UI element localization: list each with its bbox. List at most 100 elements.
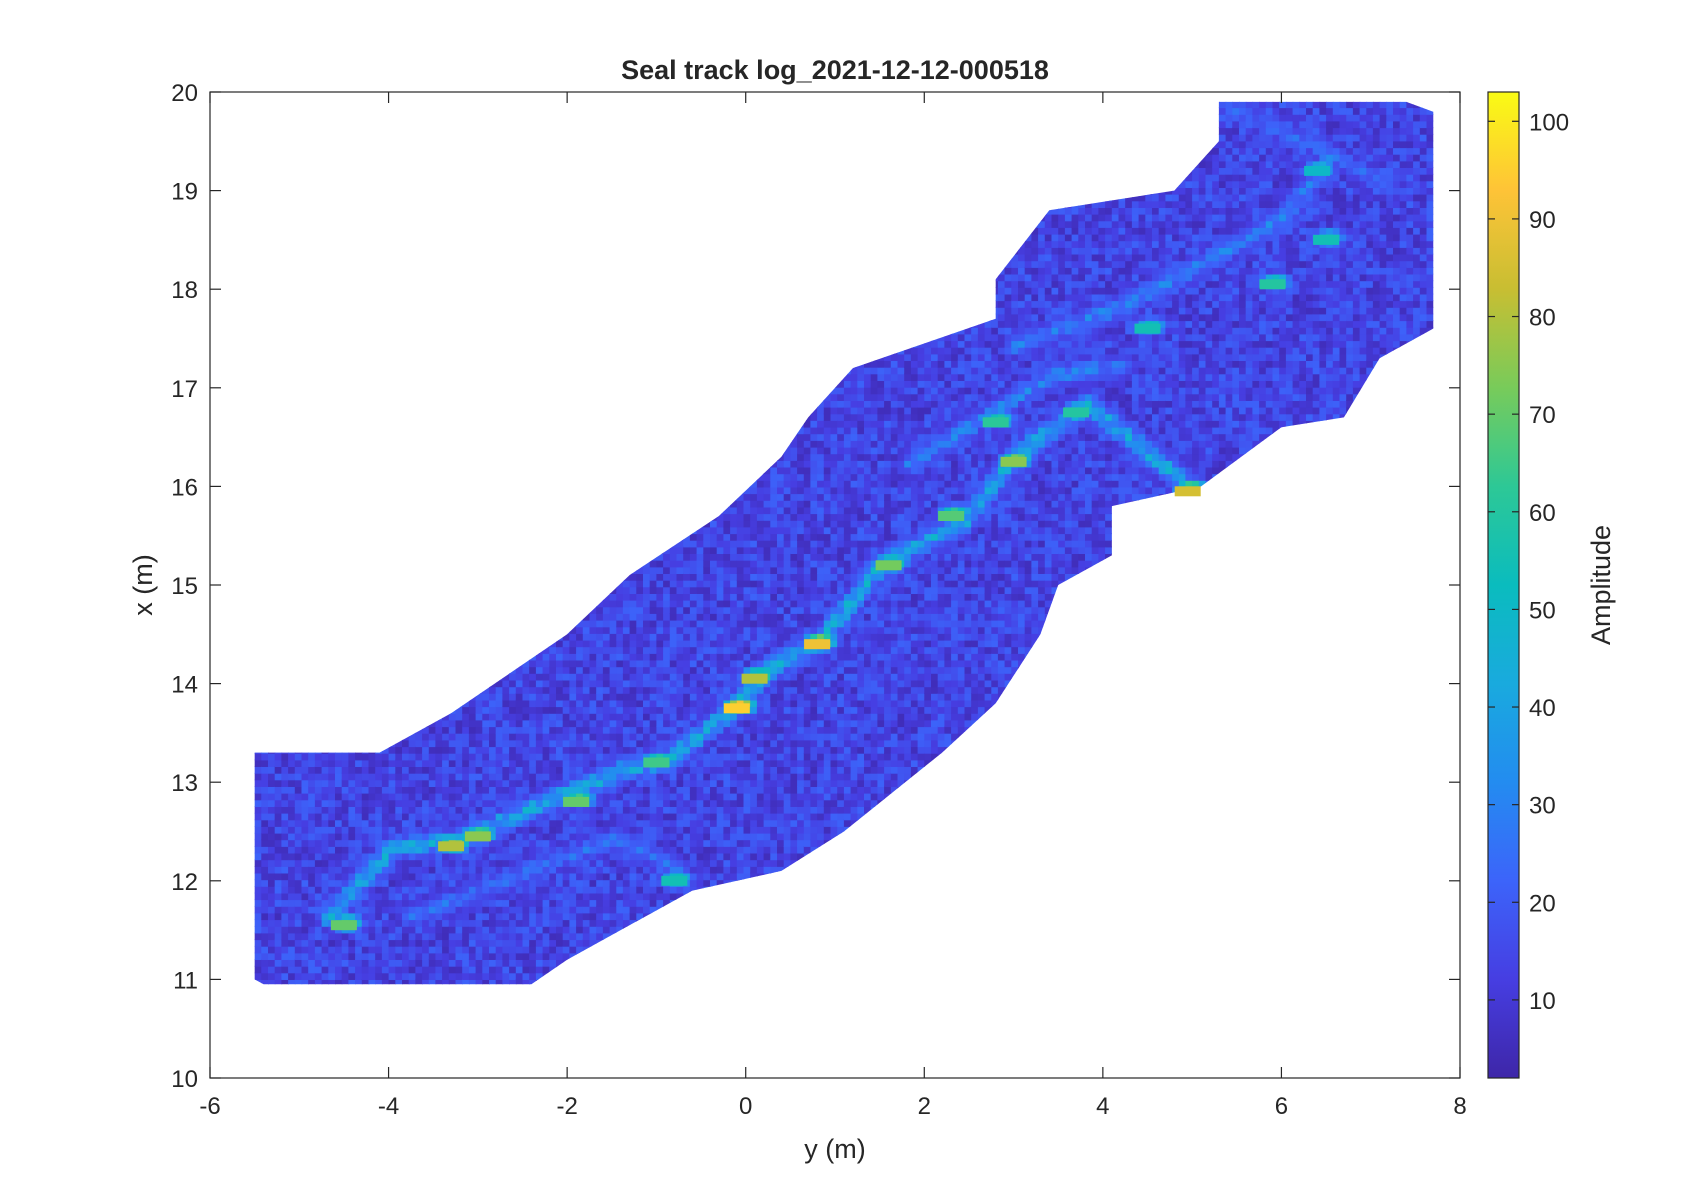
- heatmap-cell: [489, 220, 497, 228]
- heatmap-cell: [402, 566, 410, 574]
- heatmap-cell: [261, 127, 269, 135]
- heatmap-cell: [254, 666, 263, 674]
- heatmap-cell: [281, 832, 289, 841]
- heatmap-cell: [294, 147, 303, 155]
- heatmap-cell: [448, 406, 457, 415]
- heatmap-cell: [448, 260, 457, 268]
- heatmap-cell: [408, 440, 417, 448]
- heatmap-cell: [442, 972, 450, 980]
- heatmap-cell: [381, 706, 390, 714]
- heatmap-cell: [462, 101, 470, 109]
- heatmap-cell: [314, 173, 323, 182]
- heatmap-cell: [341, 366, 350, 375]
- heatmap-cell: [455, 506, 463, 515]
- heatmap-cell: [435, 993, 443, 1001]
- heatmap-cell: [341, 659, 350, 668]
- heatmap-cell: [314, 400, 323, 408]
- heatmap-cell: [381, 792, 390, 801]
- heatmap-cell: [355, 892, 363, 901]
- heatmap-cell: [495, 819, 504, 827]
- heatmap-cell: [368, 786, 376, 794]
- heatmap-cell: [455, 253, 463, 262]
- heatmap-cell: [315, 81, 323, 89]
- heatmap-cell: [415, 606, 423, 614]
- heatmap-cell: [361, 519, 370, 528]
- heatmap-cell: [395, 373, 403, 381]
- heatmap-cell: [388, 300, 397, 308]
- heatmap-cell: [375, 293, 383, 302]
- heatmap-cell: [255, 986, 263, 994]
- heatmap-cell: [348, 619, 356, 628]
- heatmap-cell: [375, 899, 383, 907]
- heatmap-cell: [442, 546, 450, 554]
- heatmap-cell: [314, 493, 323, 501]
- heatmap-cell: [288, 207, 296, 215]
- heatmap-cell: [448, 619, 457, 628]
- heatmap-cell: [355, 559, 363, 568]
- heatmap-cell: [308, 812, 316, 821]
- heatmap-cell: [448, 586, 457, 594]
- heatmap-cell: [321, 113, 330, 122]
- heatmap-cell: [468, 406, 477, 415]
- heatmap-cell: [435, 167, 443, 175]
- heatmap-cell: [468, 120, 477, 129]
- heatmap-cell: [361, 480, 370, 488]
- heatmap-cell: [288, 919, 296, 927]
- heatmap-cell: [288, 519, 296, 528]
- heatmap-cell: [448, 526, 457, 535]
- heatmap-cell: [388, 260, 397, 268]
- heatmap-cell: [335, 879, 343, 887]
- heatmap-cell: [314, 786, 323, 794]
- heatmap-cell: [321, 959, 330, 967]
- heatmap-cell: [321, 746, 330, 754]
- heatmap-cell: [321, 759, 330, 767]
- heatmap-cell: [428, 233, 437, 242]
- heatmap-cell: [395, 200, 403, 208]
- heatmap-cell: [428, 160, 437, 168]
- heatmap-cell: [482, 826, 490, 834]
- heatmap-cell: [455, 433, 463, 441]
- heatmap-cell: [281, 293, 289, 302]
- heatmap-cell: [294, 420, 303, 428]
- heatmap-cell: [361, 606, 370, 614]
- heatmap-cell: [402, 965, 410, 974]
- heatmap-cell: [335, 133, 343, 142]
- heatmap-cell: [321, 213, 330, 222]
- heatmap-cell: [475, 559, 484, 568]
- heatmap-cell: [281, 326, 289, 335]
- heatmap-cell: [428, 340, 437, 348]
- heatmap-cell: [435, 886, 443, 894]
- heatmap-cell: [308, 440, 316, 448]
- heatmap-cell: [308, 340, 316, 348]
- heatmap-cell: [288, 633, 296, 641]
- heatmap-cell: [468, 453, 477, 461]
- heatmap-cell: [475, 666, 484, 674]
- heatmap-cell: [355, 133, 363, 142]
- heatmap-cell: [455, 633, 463, 641]
- heatmap-cell: [422, 326, 430, 335]
- heatmap-cell: [368, 653, 376, 661]
- heatmap-cell: [422, 925, 430, 934]
- heatmap-cell: [294, 706, 303, 714]
- heatmap-cell: [361, 832, 370, 841]
- heatmap-cell: [402, 320, 410, 328]
- heatmap-cell: [348, 766, 356, 774]
- heatmap-cell: [381, 187, 390, 195]
- heatmap-cell: [448, 693, 457, 701]
- heatmap-cell: [395, 566, 403, 574]
- heatmap-cell: [301, 360, 309, 368]
- heatmap-cell: [482, 839, 490, 847]
- heatmap-cell: [388, 586, 397, 594]
- heatmap-cell: [462, 426, 470, 435]
- heatmap-cell: [368, 826, 376, 834]
- heatmap-cell: [448, 373, 457, 381]
- heatmap-cell: [355, 626, 363, 634]
- heatmap-cell: [388, 959, 397, 967]
- heatmap-cell: [308, 280, 316, 288]
- heatmap-cell: [348, 260, 356, 268]
- heatmap-cell: [274, 340, 283, 348]
- heatmap-cell: [462, 200, 470, 208]
- heatmap-cell: [422, 107, 430, 115]
- heatmap-cell: [468, 466, 477, 475]
- heatmap-cell: [335, 313, 343, 322]
